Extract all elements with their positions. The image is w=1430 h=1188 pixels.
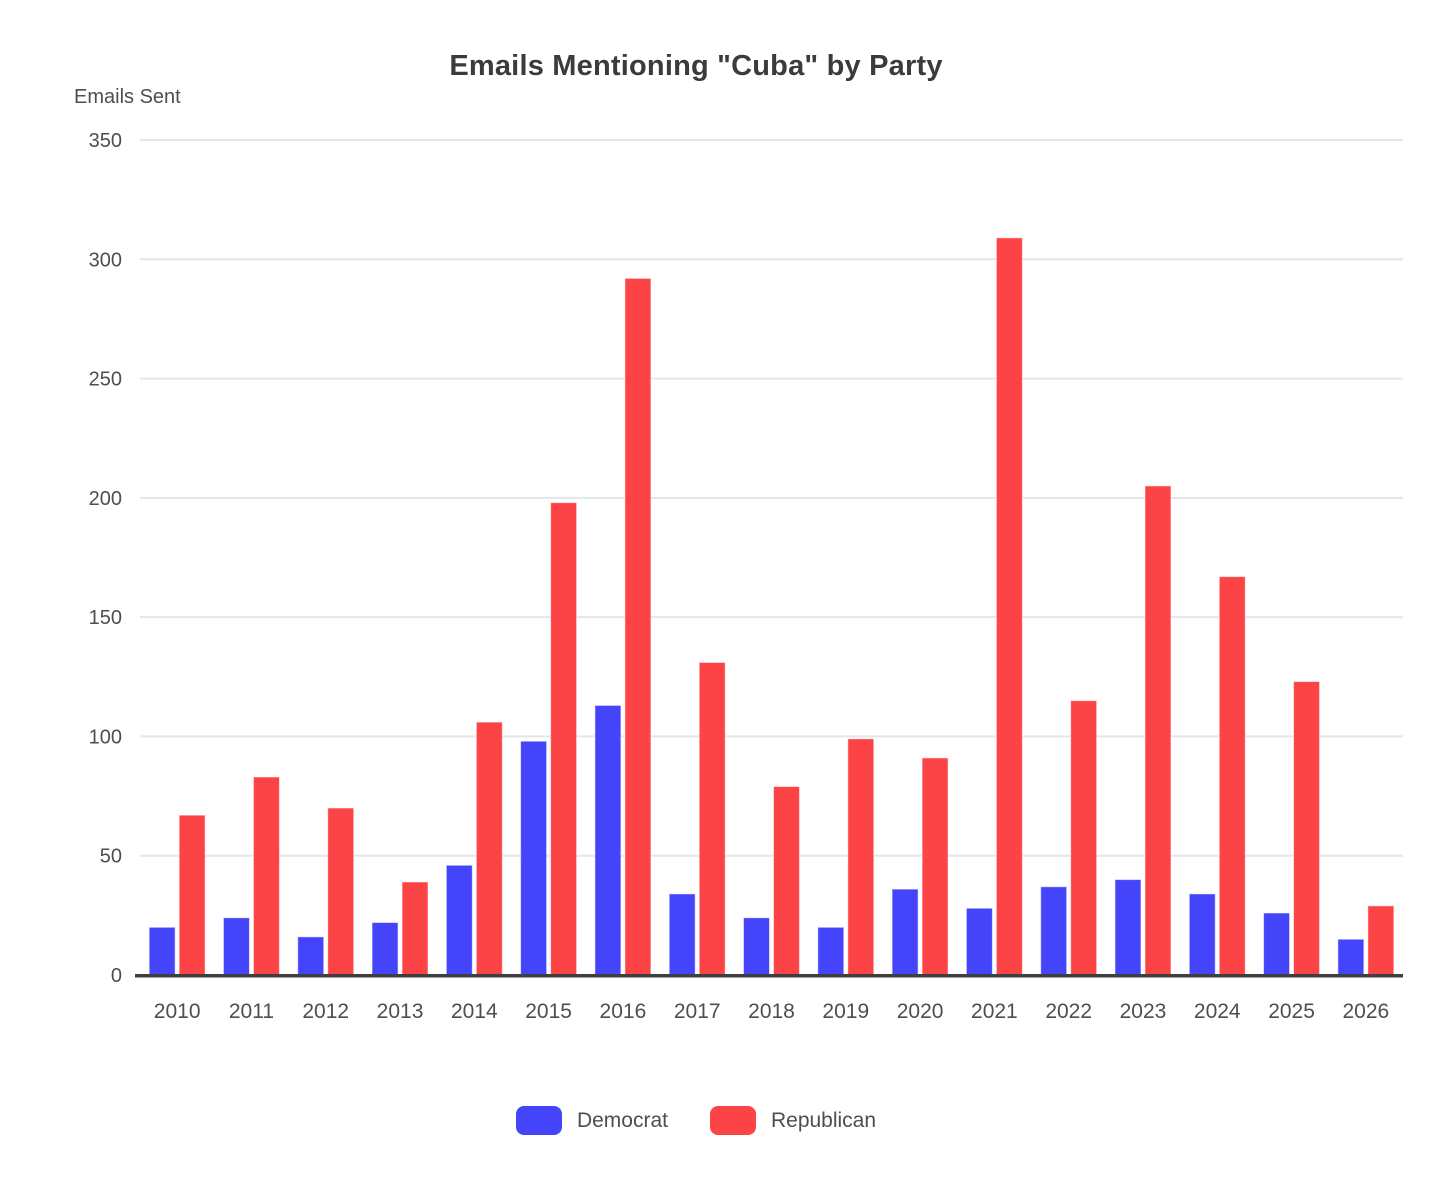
chart-legend: Democrat Republican (0, 1106, 1392, 1135)
chart-title: Emails Mentioning "Cuba" by Party (449, 50, 943, 82)
bar-democrat-2019[interactable] (817, 926, 845, 976)
bar-democrat-2026[interactable] (1337, 938, 1365, 976)
bar-republican-2022[interactable] (1070, 700, 1098, 976)
x-tick-label: 2017 (674, 1000, 721, 1023)
x-tick-label: 2013 (377, 1000, 424, 1023)
x-tick-label: 2019 (822, 1000, 869, 1023)
bar-republican-2015[interactable] (550, 502, 578, 976)
bar-republican-2017[interactable] (698, 661, 726, 976)
bar-democrat-2025[interactable] (1263, 912, 1291, 976)
legend-item-republican[interactable]: Republican (709, 1106, 877, 1135)
bar-democrat-2016[interactable] (594, 704, 622, 976)
bar-democrat-2018[interactable] (743, 917, 770, 976)
bar-democrat-2014[interactable] (445, 864, 473, 976)
y-tick-label: 200 (89, 488, 122, 510)
x-axis-line (135, 974, 1403, 978)
bar-republican-2023[interactable] (1144, 485, 1172, 976)
x-tick-label: 2024 (1194, 1000, 1241, 1023)
bar-democrat-2015[interactable] (520, 740, 548, 976)
y-tick-label: 250 (89, 369, 122, 391)
x-tick-label: 2018 (748, 1000, 795, 1023)
bar-republican-2014[interactable] (475, 721, 503, 976)
bar-republican-2020[interactable] (921, 757, 949, 976)
bar-republican-2021[interactable] (995, 237, 1023, 976)
x-tick-label: 2010 (154, 1000, 201, 1023)
bar-republican-2016[interactable] (624, 277, 652, 976)
bar-republican-2025[interactable] (1293, 681, 1321, 976)
bar-republican-2010[interactable] (178, 814, 206, 976)
x-tick-label: 2011 (229, 1000, 274, 1023)
bar-democrat-2011[interactable] (222, 917, 250, 976)
bar-democrat-2012[interactable] (297, 936, 325, 976)
x-tick-label: 2021 (971, 1000, 1018, 1023)
y-tick-label: 300 (89, 249, 122, 271)
x-tick-label: 2025 (1268, 1000, 1315, 1023)
x-tick-label: 2022 (1045, 1000, 1092, 1023)
y-tick-label: 350 (89, 130, 122, 152)
x-tick-label: 2014 (451, 1000, 498, 1023)
bar-republican-2018[interactable] (773, 786, 800, 976)
bar-chart-canvas: 0 50 100 150 200 250 300 350 2010 2011 2012 2013 201… (89, 130, 1403, 1023)
x-tick-label: 2012 (302, 1000, 349, 1023)
bar-democrat-2022[interactable] (1040, 886, 1068, 976)
bar-republican-2011[interactable] (252, 776, 280, 976)
y-axis-title: Emails Sent (74, 86, 181, 108)
democrat-swatch-icon (515, 1106, 562, 1135)
legend-label-republican: Republican (770, 1108, 877, 1132)
y-tick-label: 100 (89, 726, 122, 748)
x-tick-label: 2020 (897, 1000, 944, 1023)
x-tick-label: 2015 (525, 1000, 572, 1023)
bar-democrat-2017[interactable] (668, 893, 696, 976)
bar-republican-2013[interactable] (401, 881, 429, 976)
y-tick-label: 50 (100, 846, 122, 868)
bar-democrat-2010[interactable] (148, 926, 176, 976)
bar-republican-2012[interactable] (327, 807, 355, 976)
bar-republican-2024[interactable] (1218, 576, 1246, 976)
bar-democrat-2013[interactable] (371, 922, 399, 976)
x-tick-label: 2016 (600, 1000, 647, 1023)
x-tick-label: 2023 (1120, 1000, 1167, 1023)
bar-democrat-2024[interactable] (1188, 893, 1216, 976)
bar-republican-2026[interactable] (1367, 905, 1395, 976)
legend-item-democrat[interactable]: Democrat (515, 1106, 668, 1135)
bar-democrat-2023[interactable] (1114, 879, 1142, 976)
bar-democrat-2020[interactable] (891, 888, 919, 976)
y-tick-label: 0 (111, 965, 122, 987)
bar-democrat-2021[interactable] (965, 907, 993, 976)
republican-swatch-icon (709, 1106, 756, 1135)
x-tick-label: 2026 (1342, 1000, 1389, 1023)
legend-label-democrat: Democrat (576, 1108, 668, 1132)
y-tick-label: 150 (89, 607, 122, 629)
bar-republican-2019[interactable] (847, 738, 875, 976)
